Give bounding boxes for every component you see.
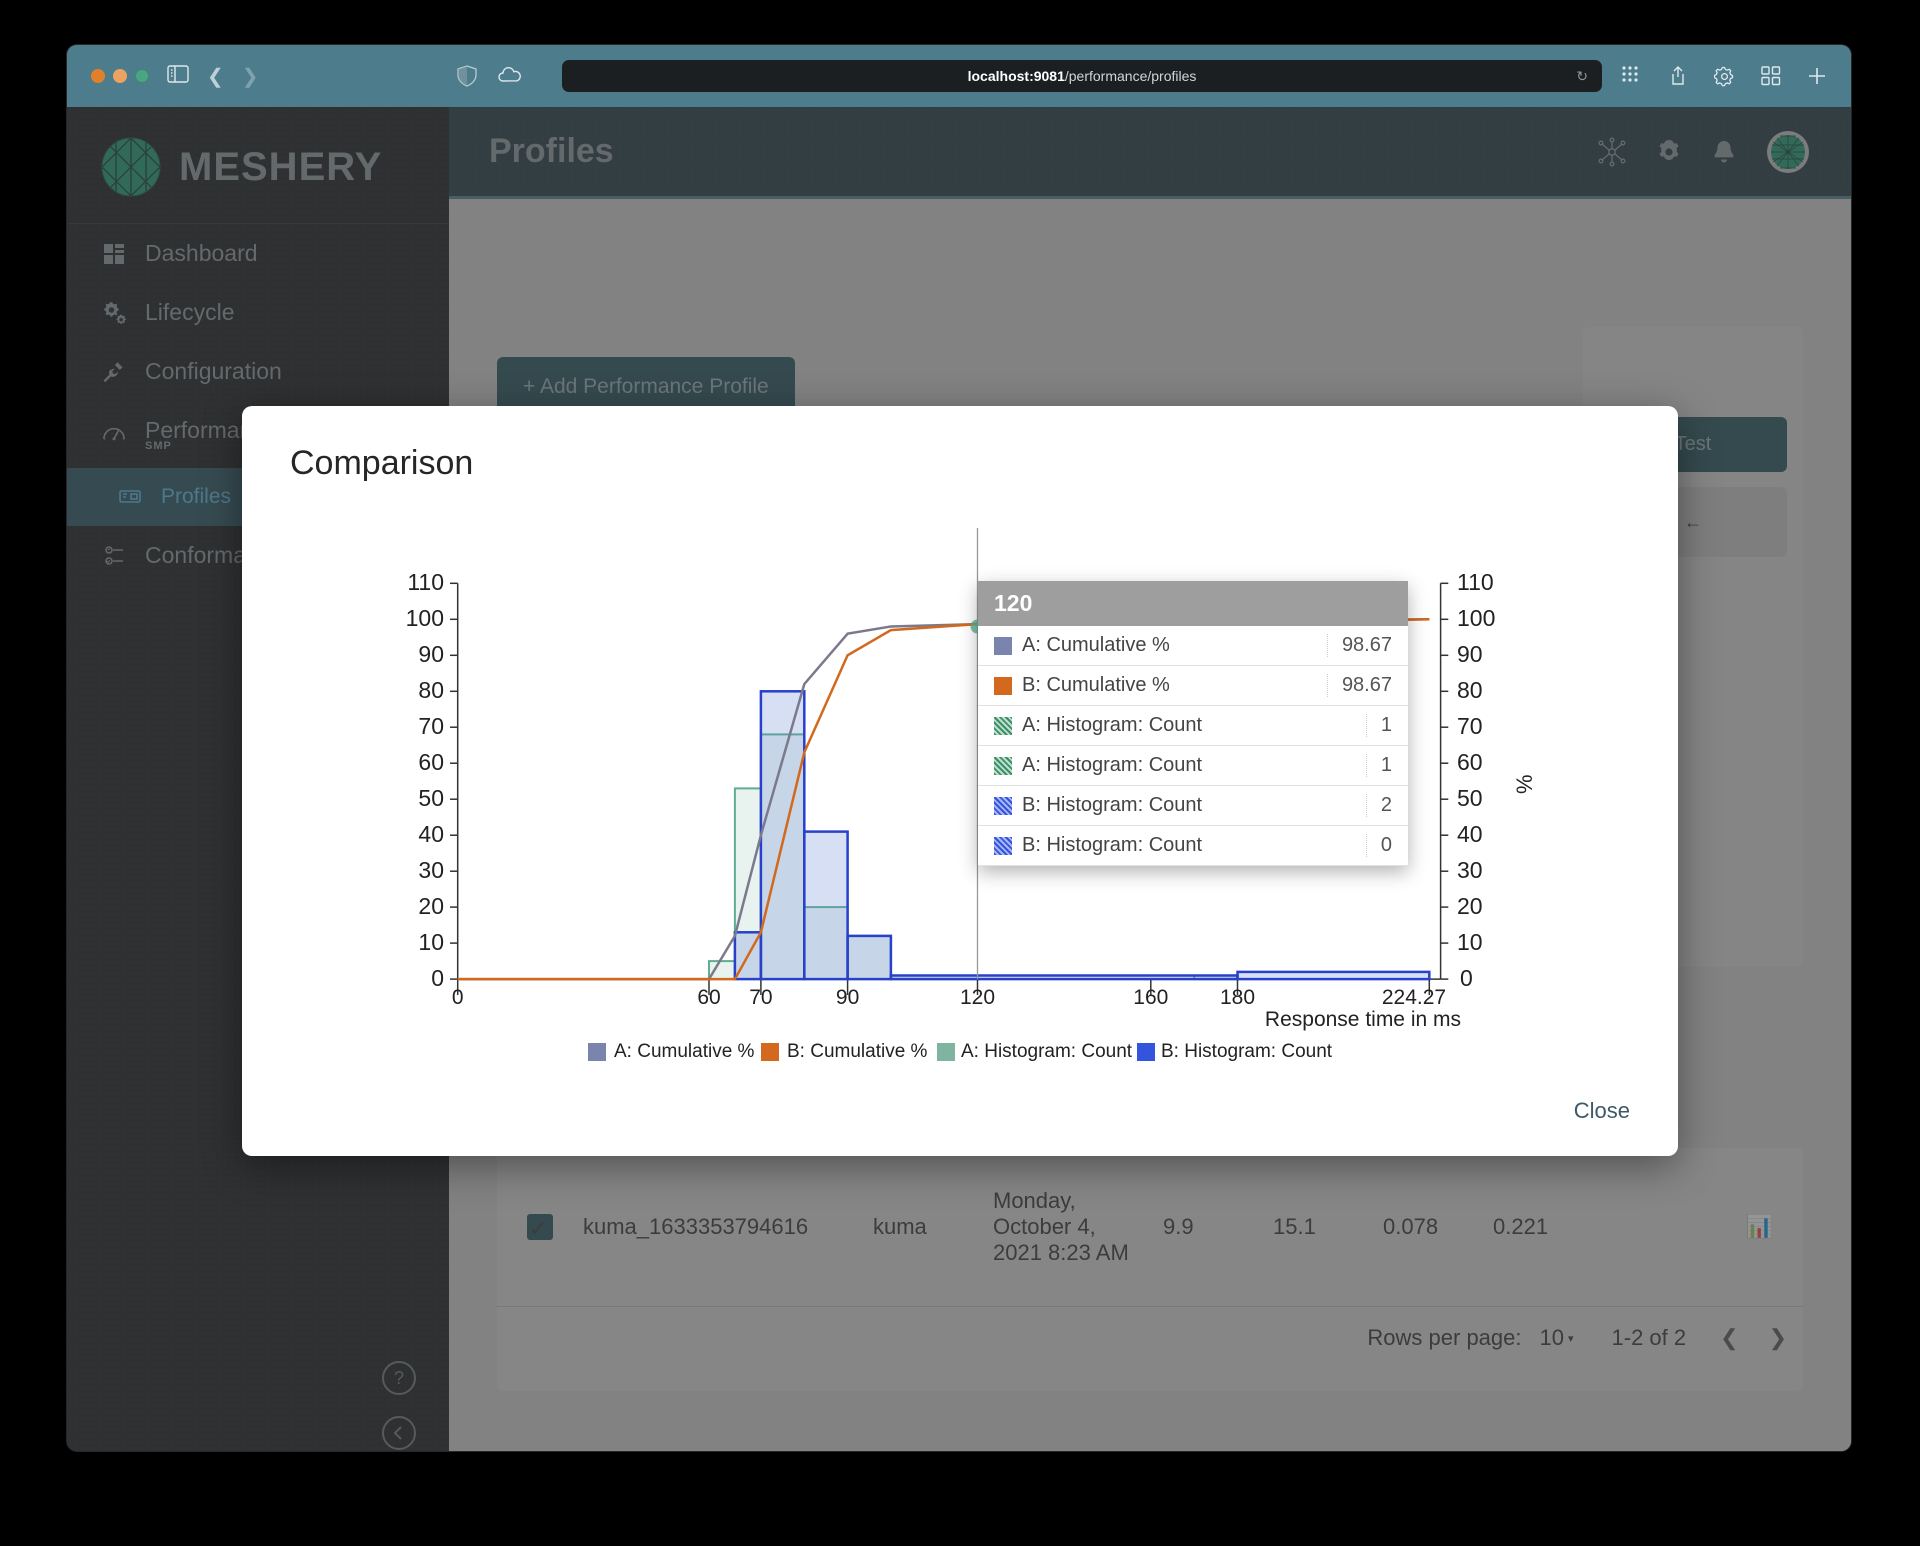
svg-text:60: 60 [418, 749, 444, 775]
svg-text:0: 0 [431, 965, 444, 991]
svg-text:%: % [1512, 774, 1537, 794]
svg-text:10: 10 [418, 929, 444, 955]
svg-text:40: 40 [1457, 821, 1483, 847]
svg-text:110: 110 [407, 569, 444, 595]
svg-text:A: Histogram: Count: A: Histogram: Count [961, 1041, 1133, 1062]
svg-text:10: 10 [1457, 929, 1483, 955]
svg-text:160: 160 [1133, 986, 1168, 1009]
svg-text:60: 60 [697, 986, 720, 1009]
svg-text:110: 110 [1457, 569, 1494, 595]
svg-text:80: 80 [1457, 677, 1483, 703]
svg-text:80: 80 [418, 677, 444, 703]
svg-text:70: 70 [1457, 713, 1483, 739]
svg-text:0: 0 [452, 986, 464, 1009]
svg-text:70: 70 [749, 986, 772, 1009]
svg-text:30: 30 [418, 857, 444, 883]
svg-text:40: 40 [418, 821, 444, 847]
svg-text:B: Cumulative %: B: Cumulative % [787, 1041, 928, 1062]
svg-text:90: 90 [418, 641, 444, 667]
svg-text:20: 20 [1457, 893, 1483, 919]
svg-text:100: 100 [406, 605, 444, 631]
svg-text:224.27: 224.27 [1382, 986, 1446, 1009]
svg-text:90: 90 [836, 986, 859, 1009]
svg-text:B: Histogram: Count: B: Histogram: Count [1161, 1041, 1333, 1062]
svg-text:A: Cumulative %: A: Cumulative % [614, 1041, 755, 1062]
svg-text:120: 120 [960, 986, 995, 1009]
svg-text:60: 60 [1457, 749, 1483, 775]
svg-text:Response time in ms: Response time in ms [1265, 1008, 1461, 1031]
svg-text:20: 20 [418, 893, 444, 919]
svg-text:0: 0 [1460, 965, 1473, 991]
svg-text:100: 100 [1457, 605, 1495, 631]
svg-text:50: 50 [1457, 785, 1483, 811]
svg-text:90: 90 [1457, 641, 1483, 667]
svg-text:30: 30 [1457, 857, 1483, 883]
svg-text:50: 50 [418, 785, 444, 811]
svg-text:180: 180 [1220, 986, 1255, 1009]
svg-text:70: 70 [418, 713, 444, 739]
